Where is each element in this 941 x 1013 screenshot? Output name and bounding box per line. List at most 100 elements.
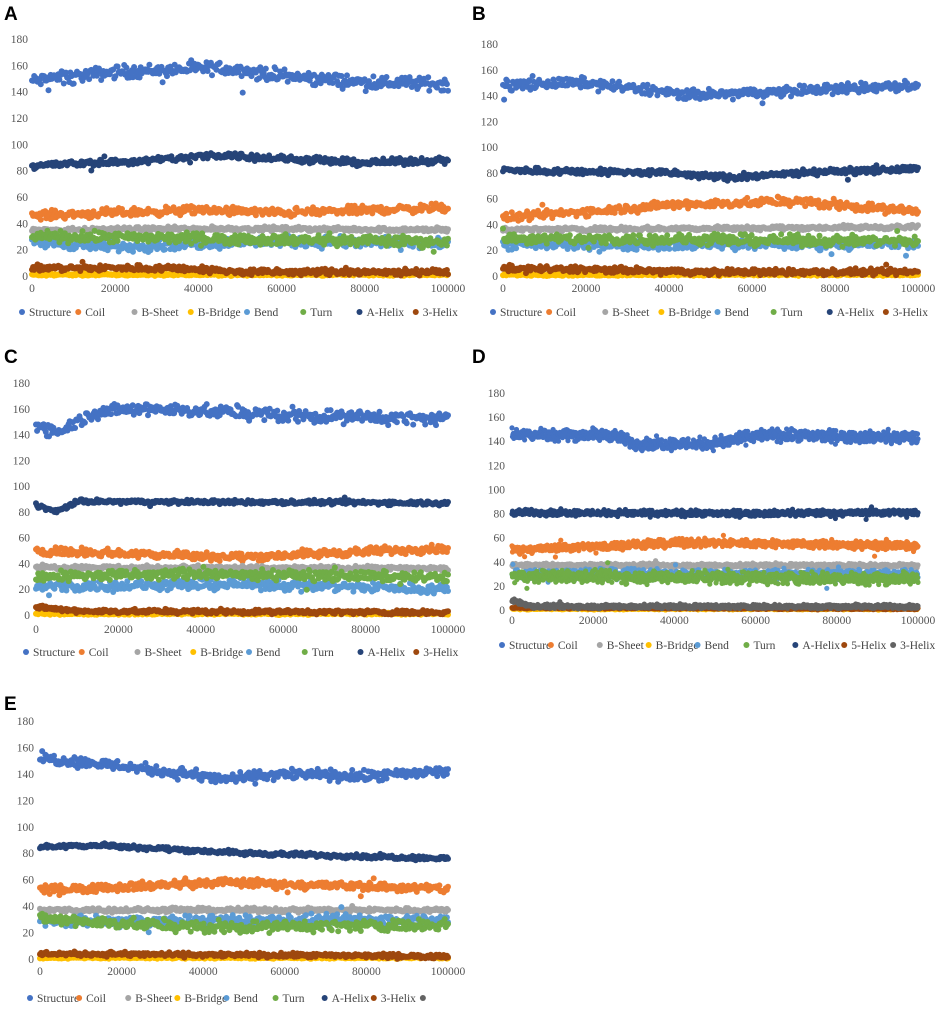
data-point (440, 87, 447, 94)
x-tick-label: 60000 (738, 283, 767, 295)
data-point (609, 78, 616, 85)
data-point (445, 157, 451, 164)
data-point (513, 245, 520, 252)
legend-label: A-Helix (367, 307, 405, 319)
data-point (339, 85, 346, 92)
x-tick-label: 0 (500, 283, 506, 295)
data-point (445, 87, 451, 94)
data-point (317, 80, 324, 87)
series-coil (500, 193, 921, 224)
data-point (828, 251, 835, 258)
legend-marker (131, 309, 138, 315)
series-coil (29, 200, 451, 223)
data-point (430, 248, 437, 255)
data-point (443, 81, 450, 88)
data-point (281, 66, 288, 73)
y-tick-label: 60 (17, 192, 29, 204)
legend-marker (300, 309, 307, 315)
data-point (903, 252, 909, 259)
data-point (86, 76, 93, 83)
y-tick-label: 20 (17, 245, 29, 257)
data-point (238, 73, 245, 80)
data-point (729, 96, 736, 103)
y-tick-label: 80 (487, 168, 499, 180)
data-point (915, 208, 921, 215)
data-point (370, 73, 377, 80)
legend: Structure Coil B-Sheet B-Bridge Bend Turn A-He… (19, 307, 458, 319)
data-point (235, 69, 242, 76)
y-tick-label: 20 (487, 245, 499, 257)
x-tick-label: 80000 (821, 283, 850, 295)
data-point (378, 203, 384, 210)
x-tick-label: 0 (29, 283, 35, 295)
x-tick-label: 20000 (101, 283, 130, 295)
y-tick-label: 180 (11, 34, 29, 46)
data-point (161, 246, 168, 253)
legend-label: 3-Helix (423, 307, 458, 319)
y-tick-label: 180 (481, 39, 499, 51)
x-tick-label: 100000 (431, 283, 466, 295)
data-point (326, 230, 333, 237)
data-point (666, 245, 673, 252)
y-tick-label: 80 (17, 166, 29, 178)
data-point (256, 75, 263, 82)
data-point (915, 81, 921, 88)
y-tick-label: 60 (487, 194, 499, 206)
data-point (443, 242, 450, 249)
series-b-sheet (500, 221, 921, 235)
data-point (60, 80, 67, 87)
series-structure (500, 73, 921, 107)
data-point (338, 73, 345, 79)
data-point (37, 216, 44, 223)
data-point (93, 72, 100, 79)
panel-letter: A (4, 4, 18, 25)
data-point (801, 82, 808, 89)
data-point (164, 73, 170, 80)
legend-label: Coil (85, 307, 105, 319)
legend-marker (412, 309, 419, 315)
legend-label: B-Sheet (142, 307, 180, 319)
data-point (434, 84, 440, 91)
data-point (268, 241, 275, 247)
y-tick-label: 120 (481, 116, 499, 128)
y-tick-label: 140 (11, 87, 29, 99)
data-point (248, 73, 255, 80)
data-point (123, 64, 130, 71)
legend-label: Structure (29, 307, 71, 319)
data-point (146, 61, 153, 68)
data-point (445, 271, 451, 278)
data-point (209, 72, 215, 79)
x-tick-label: 40000 (184, 283, 213, 295)
data-point (112, 73, 119, 80)
panel-letter: B (472, 4, 486, 25)
y-tick-label: 100 (481, 142, 499, 154)
data-point (504, 78, 511, 85)
data-point (759, 100, 766, 107)
legend-label: B-Bridge (198, 307, 241, 319)
data-point (383, 74, 390, 80)
y-tick-label: 40 (17, 218, 29, 230)
data-point (187, 159, 194, 166)
data-point (644, 81, 651, 88)
data-point (70, 80, 77, 87)
data-point (362, 88, 369, 95)
series-structure (29, 57, 451, 96)
data-point (539, 201, 546, 208)
legend-marker (19, 309, 25, 315)
legend-label: Bend (254, 307, 279, 319)
y-tick-label: 140 (481, 91, 499, 103)
data-point (262, 65, 269, 72)
data-point (45, 87, 52, 94)
data-point (915, 222, 921, 229)
data-point (426, 87, 433, 94)
data-point (358, 209, 365, 216)
data-point (101, 153, 108, 160)
data-point (904, 80, 911, 87)
x-tick-label: 40000 (655, 283, 684, 295)
data-point (37, 81, 44, 88)
series-a-helix (29, 150, 451, 174)
legend-marker (187, 309, 194, 315)
data-point (501, 96, 508, 103)
